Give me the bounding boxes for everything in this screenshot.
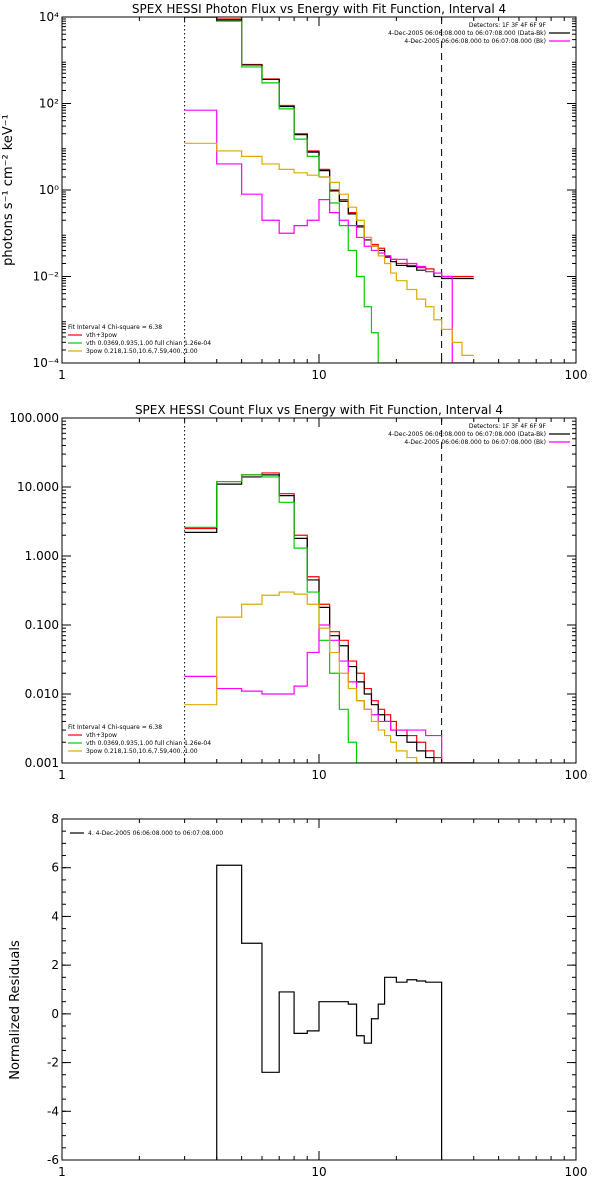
y-tick-label: 10⁻⁴ (33, 356, 60, 370)
x-tick-label: 10 (311, 768, 326, 782)
y-tick-label: 10⁻² (33, 270, 60, 284)
legend-entry-left: vth 0.0369,0.935,1.00 full chian 1.26e-0… (86, 740, 211, 747)
y-tick-label: -6 (47, 1153, 59, 1167)
x-tick-label: 100 (565, 1165, 588, 1179)
legend-entry-left: vth+3pow (86, 732, 117, 739)
x-tick-label: 1 (58, 1165, 66, 1179)
photon-flux-ylabel: photons s⁻¹ cm⁻² keV⁻¹ (1, 114, 16, 266)
legend-entry-left: Fit Interval 4 Chi-square = 6.38 (68, 324, 162, 331)
series-line-4 (184, 142, 474, 356)
count-flux-panel: SPEX HESSI Count Flux vs Energy with Fit… (9, 403, 587, 782)
x-tick-label: 1 (58, 768, 66, 782)
y-tick-label: 10² (39, 97, 59, 111)
photon-flux-title: SPEX HESSI Photon Flux vs Energy with Fi… (132, 2, 506, 16)
y-tick-label: 0.100 (25, 618, 59, 632)
photon-flux-panel: SPEX HESSI Photon Flux vs Energy with Fi… (1, 2, 587, 382)
legend-entry-right: 4-Dec-2005 06:06:08.000 to 06:07:08.000 … (388, 30, 546, 37)
legend-entry-left: Fit Interval 4 Chi-square = 6.38 (68, 724, 162, 731)
legend-entry-left: vth+3pow (86, 332, 117, 339)
series-line-2 (184, 474, 474, 763)
legend-entry-left: vth 0.0369,0.935,1.00 full chian 1.26e-0… (86, 340, 211, 347)
y-tick-label: 4 (51, 909, 59, 923)
series-line-0 (184, 17, 474, 278)
residuals-panel: Normalized Residuals 1 10 100 8 6 4 2 0 -2 -4 -6 4… (8, 812, 587, 1179)
series-line-2 (184, 17, 474, 363)
legend-entry-left: 4. 4-Dec-2005 06:06:08.000 to 06:07:08.0… (88, 830, 223, 837)
y-tick-label: 8 (51, 812, 59, 826)
y-tick-label: 2 (51, 958, 59, 972)
legend-entry-right: Detectors: 1F 3F 4F 6F 9F (469, 423, 547, 430)
count-flux-title: SPEX HESSI Count Flux vs Energy with Fit… (135, 403, 503, 417)
y-tick-label: 10⁰ (39, 183, 59, 197)
y-tick-label: 0 (51, 1007, 59, 1021)
legend-entry-left: 3pow 0.218,1.50,10.6,7.59,400.,1.00 (86, 748, 198, 755)
series-line-4 (184, 591, 474, 763)
y-tick-label: 1.000 (25, 549, 59, 563)
legend-entry-right: 4-Dec-2005 06:06:08.000 to 06:07:08.000 … (388, 431, 546, 438)
series-line-1 (184, 474, 474, 763)
y-tick-label: 6 (51, 861, 59, 875)
y-tick-label: 10⁴ (39, 10, 59, 24)
y-tick-label: 0.010 (25, 687, 59, 701)
y-tick-label: -2 (47, 1056, 59, 1070)
y-tick-label: 100.000 (9, 411, 59, 425)
x-tick-label: 100 (565, 368, 588, 382)
x-tick-label: 1 (58, 368, 66, 382)
y-tick-label: 0.001 (25, 756, 59, 770)
y-tick-label: -4 (47, 1104, 59, 1118)
legend-entry-right: Detectors: 1F 3F 4F 6F 9F (469, 22, 547, 29)
series-line-0 (216, 864, 443, 1160)
legend-entry-right: 4-Dec-2005 06:06:08.000 to 06:07:08.000 … (404, 38, 546, 45)
legend-entry-right: 4-Dec-2005 06:06:08.000 to 06:07:08.000 … (404, 439, 546, 446)
x-tick-label: 10 (311, 1165, 326, 1179)
photon-flux-frame (61, 16, 577, 364)
y-tick-label: 10.000 (17, 480, 59, 494)
series-line-3 (184, 109, 474, 363)
legend-entry-left: 3pow 0.218,1.50,10.6,7.59,400.,1.00 (86, 348, 198, 355)
residuals-ylabel: Normalized Residuals (8, 940, 23, 1080)
x-tick-label: 10 (311, 368, 326, 382)
series-line-1 (184, 17, 474, 280)
x-tick-label: 100 (565, 768, 588, 782)
residuals-frame (61, 818, 577, 1161)
